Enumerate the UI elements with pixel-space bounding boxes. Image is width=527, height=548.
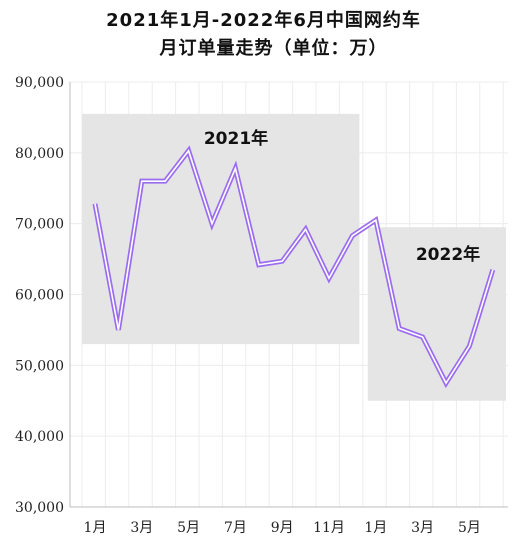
y-tick-label: 70,000: [15, 217, 64, 233]
chart-title-line2: 月订单量走势（单位：万）: [159, 38, 388, 59]
data-point: [164, 180, 166, 182]
x-tick-label: 3月: [411, 520, 434, 536]
data-point: [468, 345, 470, 347]
chart-title-line1: 2021年1月-2022年6月中国网约车: [106, 10, 421, 31]
data-point: [492, 269, 494, 271]
data-point: [94, 203, 96, 205]
data-point: [375, 219, 377, 221]
x-tick-label: 1月: [364, 520, 387, 536]
x-tick-label: 3月: [130, 520, 153, 536]
data-point: [258, 264, 260, 266]
period-label: 2022年: [416, 244, 480, 265]
data-point: [234, 167, 236, 169]
y-tick-label: 30,000: [15, 500, 64, 516]
data-point: [117, 329, 119, 331]
x-tick-label: 1月: [84, 520, 107, 536]
data-point: [141, 180, 143, 182]
period-label: 2021年: [204, 128, 268, 149]
x-tick-label: 5月: [177, 520, 200, 536]
y-tick-label: 40,000: [15, 429, 64, 445]
data-point: [398, 328, 400, 330]
period-band: [82, 113, 360, 345]
data-point: [281, 260, 283, 262]
data-point: [445, 382, 447, 384]
y-tick-label: 80,000: [15, 146, 64, 162]
data-point: [188, 150, 190, 152]
data-point: [211, 223, 213, 225]
period-band: [367, 227, 506, 401]
series-line-core: [94, 149, 494, 385]
data-point: [328, 277, 330, 279]
data-point: [351, 235, 353, 237]
x-tick-label: 9月: [271, 520, 294, 536]
y-tick-label: 60,000: [15, 288, 64, 304]
y-tick-label: 90,000: [15, 75, 64, 91]
data-point: [305, 228, 307, 230]
data-point: [422, 336, 424, 338]
y-tick-label: 50,000: [15, 358, 64, 374]
x-tick-label: 11月: [313, 520, 345, 536]
x-tick-label: 7月: [224, 520, 247, 536]
x-tick-label: 5月: [458, 520, 481, 536]
